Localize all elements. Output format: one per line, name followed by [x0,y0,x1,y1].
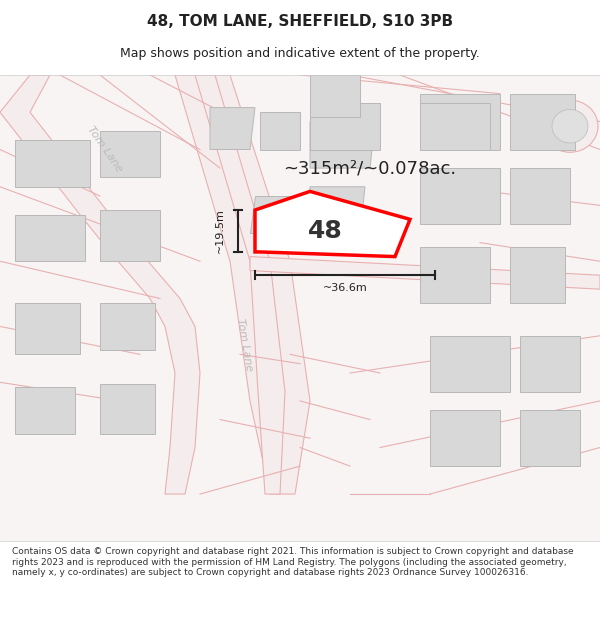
Polygon shape [310,121,375,168]
Polygon shape [430,410,500,466]
Text: Contains OS data © Crown copyright and database right 2021. This information is : Contains OS data © Crown copyright and d… [12,548,574,577]
Text: Tom Lane: Tom Lane [235,318,254,372]
Polygon shape [100,384,155,434]
Polygon shape [250,196,300,233]
Polygon shape [510,248,565,303]
Polygon shape [15,387,75,434]
Text: ~315m²/~0.078ac.: ~315m²/~0.078ac. [283,159,457,177]
Polygon shape [310,187,365,233]
Polygon shape [195,75,285,494]
Text: 48, TOM LANE, SHEFFIELD, S10 3PB: 48, TOM LANE, SHEFFIELD, S10 3PB [147,14,453,29]
Polygon shape [175,75,310,494]
Polygon shape [210,107,255,149]
Polygon shape [310,103,380,149]
Polygon shape [420,248,490,303]
Polygon shape [15,303,80,354]
Polygon shape [260,112,300,149]
Text: 48: 48 [308,219,343,244]
Polygon shape [255,191,410,257]
Polygon shape [100,131,160,178]
Polygon shape [310,75,360,117]
Polygon shape [250,257,600,289]
Polygon shape [520,410,580,466]
Polygon shape [100,303,155,350]
Circle shape [552,109,588,143]
Polygon shape [15,140,90,187]
Circle shape [542,100,598,152]
Polygon shape [420,103,490,149]
Polygon shape [420,168,500,224]
Polygon shape [100,210,160,261]
Text: Tom Lane: Tom Lane [86,125,124,174]
Polygon shape [0,75,200,494]
Polygon shape [510,168,570,224]
Polygon shape [15,214,85,261]
Text: ~19.5m: ~19.5m [215,209,225,253]
Polygon shape [520,336,580,392]
Text: ~36.6m: ~36.6m [323,283,367,293]
Polygon shape [510,94,575,149]
Polygon shape [430,336,510,392]
Polygon shape [420,94,500,149]
Text: Map shows position and indicative extent of the property.: Map shows position and indicative extent… [120,48,480,61]
